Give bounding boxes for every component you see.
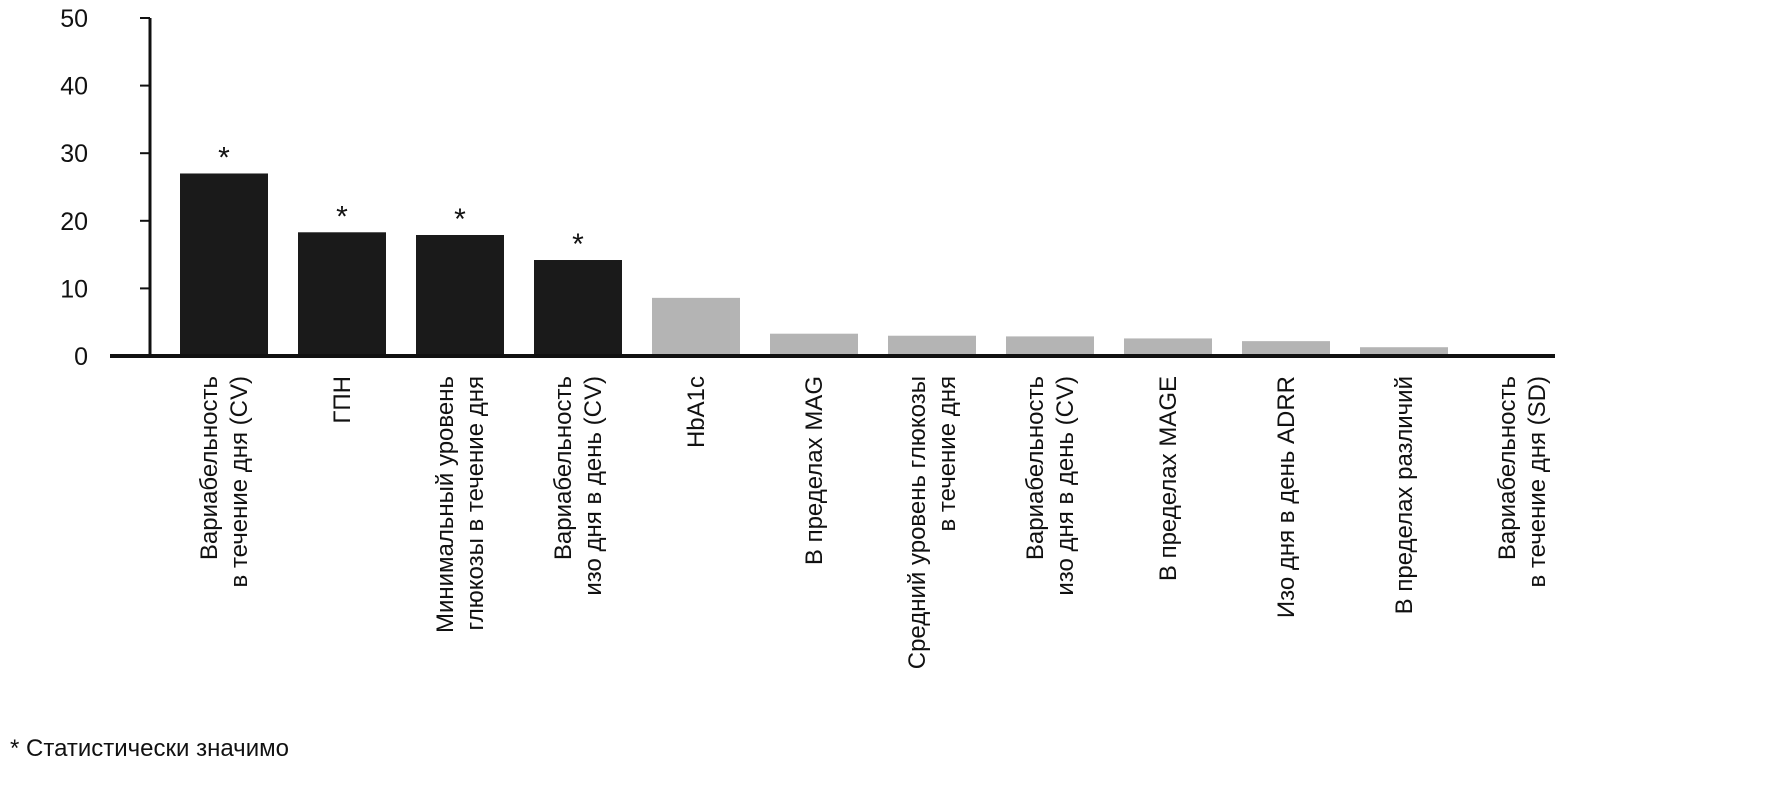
category-labels: Вариабельность в течение дня (CV) ГПН Миним… — [196, 376, 1551, 669]
bar-2 — [298, 232, 386, 356]
category-label: Минимальный уровень глюкозы в течение дня — [432, 376, 489, 633]
category-label-line: HbA1c — [683, 376, 710, 448]
category-label-line: ГПН — [329, 376, 356, 424]
category-label: Вариабельность изо дня в день (CV) — [550, 376, 607, 596]
bar-5 — [652, 297, 740, 356]
significance-star: * — [336, 200, 348, 233]
category-label-line: Вариабельность — [550, 376, 577, 560]
category-label-line: глюкозы в течение дня — [462, 376, 489, 630]
category-label: HbA1c — [683, 376, 710, 448]
category-label-line: Изо дня в день ADRR — [1273, 376, 1300, 618]
bar-6 — [770, 333, 858, 356]
y-tick-label: 50 — [60, 5, 88, 33]
bar-1 — [180, 173, 268, 356]
category-label: В пределах различий — [1391, 376, 1418, 614]
y-tick-label: 40 — [60, 73, 88, 101]
category-label: Вариабельность в течение дня (SD) — [1494, 376, 1551, 587]
bar-4 — [534, 260, 622, 356]
category-label-line: в течение дня (SD) — [1524, 376, 1551, 587]
category-label-line: В пределах MAGE — [1155, 376, 1182, 581]
category-label-line: изо дня в день (CV) — [580, 376, 607, 596]
significance-star: * — [218, 141, 230, 174]
category-label-line: изо дня в день (CV) — [1052, 376, 1079, 596]
bar-8 — [1006, 336, 1094, 356]
bar-9 — [1124, 338, 1212, 356]
category-label: Средний уровень глюкозы в течение дня — [904, 376, 961, 669]
footnote: * Статистически значимо — [10, 735, 289, 762]
bar-11 — [1360, 347, 1448, 356]
significance-star: * — [572, 228, 584, 261]
category-label-line: Минимальный уровень — [432, 376, 459, 633]
y-tick-label: 0 — [74, 343, 88, 371]
category-label: Изо дня в день ADRR — [1273, 376, 1300, 618]
category-label: В пределах MAGE — [1155, 376, 1182, 581]
category-label-line: В пределах MAG — [801, 376, 828, 565]
category-label: ГПН — [329, 376, 356, 424]
category-label: В пределах MAG — [801, 376, 828, 565]
y-tick-label: 10 — [60, 275, 88, 303]
significance-markers: * * * * — [218, 141, 584, 261]
bars — [180, 173, 1448, 356]
bar-10 — [1242, 341, 1330, 356]
y-tick-label: 30 — [60, 140, 88, 168]
y-tick-label: 20 — [60, 208, 88, 236]
category-label: Вариабельность изо дня в день (CV) — [1022, 376, 1079, 596]
category-label-line: В пределах различий — [1391, 376, 1418, 614]
category-label-line: в течение дня — [934, 376, 961, 531]
category-label-line: Средний уровень глюкозы — [904, 376, 931, 669]
category-label-line: Вариабельность — [196, 376, 223, 560]
bar-7 — [888, 335, 976, 356]
y-axis: 0 10 20 30 40 50 — [60, 5, 152, 371]
significance-star: * — [454, 203, 466, 236]
category-label-line: Вариабельность — [1494, 376, 1521, 560]
bar-3 — [416, 234, 504, 356]
category-label-line: в течение дня (CV) — [226, 376, 253, 587]
category-label: Вариабельность в течение дня (CV) — [196, 376, 253, 587]
category-label-line: Вариабельность — [1022, 376, 1049, 560]
